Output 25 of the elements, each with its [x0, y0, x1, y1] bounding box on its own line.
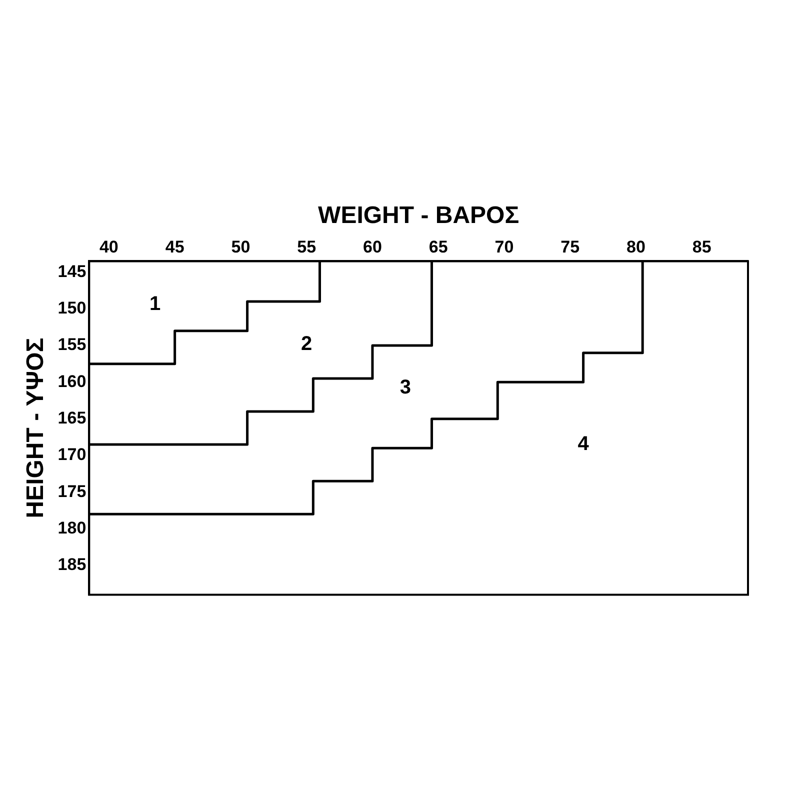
y-tick-label: 150	[58, 298, 86, 318]
annotation: 2	[301, 333, 312, 356]
y-tick-label: 145	[58, 262, 86, 281]
x-axis-title: WEIGHT - ΒΑΡΟΣ	[318, 202, 520, 230]
x-tick-label: 45	[165, 238, 184, 257]
y-tick-label: 180	[58, 518, 86, 538]
x-tick-label: 40	[99, 238, 118, 257]
y-axis-title: HEIGHT - ΥΨΟΣ	[22, 338, 50, 518]
x-tick-label: 70	[494, 238, 514, 257]
y-tick-label: 165	[58, 408, 86, 428]
x-tick-label: 75	[560, 238, 580, 257]
x-tick-label: 85	[692, 238, 712, 257]
annotation: 3	[400, 376, 411, 398]
y-tick-label: 175	[58, 482, 86, 501]
annotation: 4	[578, 433, 590, 456]
annotation: 1	[149, 293, 161, 316]
y-tick-label: 170	[58, 445, 86, 464]
y-tick-label: 185	[58, 555, 86, 574]
x-tick-label: 80	[626, 238, 646, 257]
y-tick-label: 155	[58, 335, 86, 354]
x-tick-label: 60	[363, 238, 382, 257]
x-tick-label: 65	[428, 238, 448, 257]
x-tick-label: 55	[297, 238, 316, 257]
x-tick-label: 50	[231, 238, 250, 257]
y-tick-label: 160	[58, 372, 86, 391]
